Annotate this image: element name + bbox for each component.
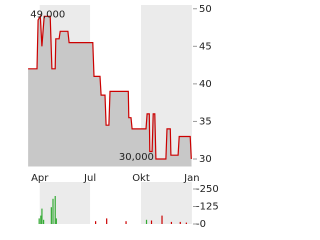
x-tick-label: Jan xyxy=(183,173,199,184)
volume-bar xyxy=(185,222,187,224)
x-tick-label: Jul xyxy=(83,173,96,184)
volume-bar xyxy=(145,219,148,224)
volume-bar xyxy=(43,219,45,224)
volume-bar xyxy=(41,208,43,224)
price-line xyxy=(28,14,192,160)
volume-bar xyxy=(38,218,40,224)
volume-bar xyxy=(125,221,127,224)
x-tick-label: Apr xyxy=(31,173,49,184)
x-tick-label: Okt xyxy=(132,173,150,184)
quarter-band xyxy=(39,182,91,224)
volume-bar xyxy=(179,221,181,224)
price-annotation: 49,000 xyxy=(30,9,65,20)
volume-bar xyxy=(40,215,42,224)
y-tick-label: 50 xyxy=(199,4,212,15)
price-area xyxy=(28,16,192,167)
volume-bar xyxy=(150,220,153,224)
volume-bar xyxy=(52,198,54,224)
y-tick-label: 35 xyxy=(199,116,212,127)
y-tick-label: 30 xyxy=(199,154,212,165)
volume-bar xyxy=(95,221,97,224)
volume-bar xyxy=(161,215,163,224)
volume-bar xyxy=(50,207,52,224)
volume-bar xyxy=(106,218,108,224)
y-tick-label: -125 xyxy=(196,202,219,213)
y-tick-label: 45 xyxy=(199,41,212,52)
volume-bar xyxy=(55,218,57,224)
y-tick-label: -0 xyxy=(196,219,206,230)
y-tick-label: -250 xyxy=(196,184,219,195)
volume-bar xyxy=(54,196,56,224)
quarter-band xyxy=(140,182,192,224)
volume-bar xyxy=(170,221,173,224)
y-tick-label: 40 xyxy=(199,79,212,90)
price-annotation: 30,000 xyxy=(119,152,154,163)
